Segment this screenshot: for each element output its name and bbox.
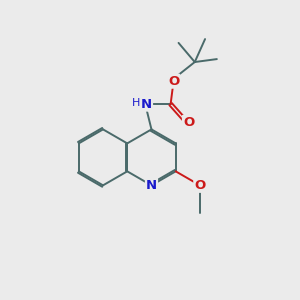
Text: N: N [141, 98, 152, 111]
Text: O: O [168, 75, 179, 88]
Text: H: H [132, 98, 140, 108]
Text: N: N [146, 179, 157, 192]
Text: O: O [183, 116, 194, 129]
Text: O: O [194, 179, 206, 192]
